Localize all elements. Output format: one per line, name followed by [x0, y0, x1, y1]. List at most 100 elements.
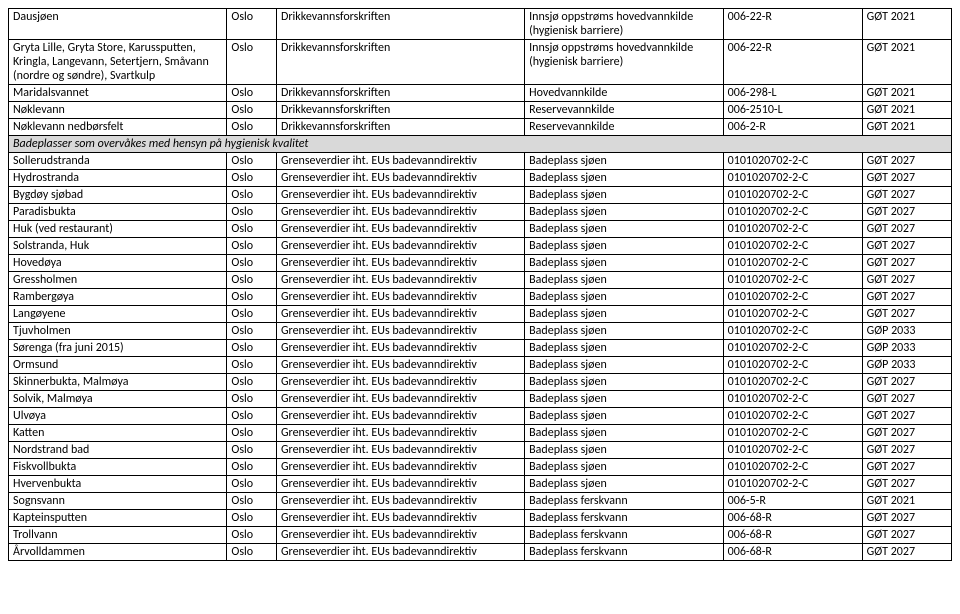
table-row: HvervenbuktaOsloGrenseverdier iht. EUs b…	[9, 476, 952, 493]
table-row: OrmsundOsloGrenseverdier iht. EUs badeva…	[9, 357, 952, 374]
table-cell: Oslo	[227, 204, 277, 221]
table-cell: Grenseverdier iht. EUs badevanndirektiv	[276, 510, 524, 527]
table-cell: Hydrostranda	[9, 170, 227, 187]
table-cell: 0101020702-2-C	[723, 459, 862, 476]
table-cell: Oslo	[227, 289, 277, 306]
table-cell: Oslo	[227, 170, 277, 187]
table-cell: Badeplass sjøen	[525, 357, 724, 374]
table-cell: Badeplass ferskvann	[525, 510, 724, 527]
table-cell: Grenseverdier iht. EUs badevanndirektiv	[276, 170, 524, 187]
table-cell: 0101020702-2-C	[723, 238, 862, 255]
data-table: DausjøenOsloDrikkevannsforskriftenInnsjø…	[8, 8, 952, 561]
table-cell: Grenseverdier iht. EUs badevanndirektiv	[276, 221, 524, 238]
table-cell: Dausjøen	[9, 9, 227, 40]
table-cell: GØT 2027	[862, 289, 951, 306]
table-cell: Skinnerbukta, Malmøya	[9, 374, 227, 391]
table-cell: Fiskvollbukta	[9, 459, 227, 476]
table-cell: 006-68-R	[723, 527, 862, 544]
table-cell: Badeplass ferskvann	[525, 544, 724, 561]
table-cell: GØT 2027	[862, 408, 951, 425]
table-cell: GØT 2027	[862, 187, 951, 204]
table-row: MaridalsvannetOsloDrikkevannsforskriften…	[9, 85, 952, 102]
table-cell: Badeplass sjøen	[525, 170, 724, 187]
table-cell: Rambergøya	[9, 289, 227, 306]
table-cell: 0101020702-2-C	[723, 357, 862, 374]
table-cell: Oslo	[227, 459, 277, 476]
table-cell: Badeplass sjøen	[525, 374, 724, 391]
table-cell: Nøklevann nedbørsfelt	[9, 119, 227, 136]
table-cell: Grenseverdier iht. EUs badevanndirektiv	[276, 374, 524, 391]
table-cell: Grenseverdier iht. EUs badevanndirektiv	[276, 272, 524, 289]
table-cell: Badeplass ferskvann	[525, 527, 724, 544]
table-cell: Grenseverdier iht. EUs badevanndirektiv	[276, 408, 524, 425]
table-cell: GØT 2027	[862, 272, 951, 289]
table-row: HydrostrandaOsloGrenseverdier iht. EUs b…	[9, 170, 952, 187]
table-cell: GØT 2021	[862, 85, 951, 102]
table-cell: 0101020702-2-C	[723, 408, 862, 425]
table-cell: 006-68-R	[723, 510, 862, 527]
table-cell: Sognsvann	[9, 493, 227, 510]
table-row: KattenOsloGrenseverdier iht. EUs badevan…	[9, 425, 952, 442]
table-cell: GØT 2027	[862, 204, 951, 221]
table-cell: Reservevannkilde	[525, 102, 724, 119]
table-row: Bygdøy sjøbadOsloGrenseverdier iht. EUs …	[9, 187, 952, 204]
table-cell: GØT 2027	[862, 374, 951, 391]
table-cell: Grenseverdier iht. EUs badevanndirektiv	[276, 476, 524, 493]
table-cell: Innsjø oppstrøms hovedvannkilde (hygieni…	[525, 9, 724, 40]
table-cell: 0101020702-2-C	[723, 153, 862, 170]
table-cell: GØT 2027	[862, 153, 951, 170]
table-cell: Grenseverdier iht. EUs badevanndirektiv	[276, 289, 524, 306]
table-cell: Ulvøya	[9, 408, 227, 425]
table-cell: Hovedøya	[9, 255, 227, 272]
section-header-cell: Badeplasser som overvåkes med hensyn på …	[9, 136, 952, 153]
table-cell: 0101020702-2-C	[723, 255, 862, 272]
table-row: ParadisbuktaOsloGrenseverdier iht. EUs b…	[9, 204, 952, 221]
table-cell: Grenseverdier iht. EUs badevanndirektiv	[276, 459, 524, 476]
table-cell: Grenseverdier iht. EUs badevanndirektiv	[276, 544, 524, 561]
table-cell: Reservevannkilde	[525, 119, 724, 136]
table-row: FiskvollbuktaOsloGrenseverdier iht. EUs …	[9, 459, 952, 476]
table-cell: Sørenga (fra juni 2015)	[9, 340, 227, 357]
table-cell: Oslo	[227, 323, 277, 340]
table-cell: Grenseverdier iht. EUs badevanndirektiv	[276, 493, 524, 510]
table-cell: 0101020702-2-C	[723, 340, 862, 357]
table-cell: Badeplass sjøen	[525, 340, 724, 357]
table-cell: Oslo	[227, 510, 277, 527]
table-cell: Oslo	[227, 493, 277, 510]
table-cell: Badeplass sjøen	[525, 459, 724, 476]
table-cell: Oslo	[227, 85, 277, 102]
table-cell: Badeplass sjøen	[525, 323, 724, 340]
table-cell: Drikkevannsforskriften	[276, 85, 524, 102]
table-cell: GØT 2027	[862, 476, 951, 493]
table-cell: Badeplass sjøen	[525, 408, 724, 425]
table-cell: Oslo	[227, 102, 277, 119]
table-cell: 0101020702-2-C	[723, 323, 862, 340]
table-cell: GØT 2027	[862, 306, 951, 323]
table-cell: Grenseverdier iht. EUs badevanndirektiv	[276, 255, 524, 272]
table-cell: Badeplass sjøen	[525, 238, 724, 255]
table-cell: Badeplass sjøen	[525, 255, 724, 272]
table-row: UlvøyaOsloGrenseverdier iht. EUs badevan…	[9, 408, 952, 425]
table-row: Solvik, MalmøyaOsloGrenseverdier iht. EU…	[9, 391, 952, 408]
table-cell: GØT 2027	[862, 510, 951, 527]
table-cell: 0101020702-2-C	[723, 442, 862, 459]
table-cell: Oslo	[227, 442, 277, 459]
table-cell: GØT 2027	[862, 391, 951, 408]
table-cell: Sollerudstranda	[9, 153, 227, 170]
table-cell: Grenseverdier iht. EUs badevanndirektiv	[276, 238, 524, 255]
table-row: LangøyeneOsloGrenseverdier iht. EUs bade…	[9, 306, 952, 323]
table-cell: Drikkevannsforskriften	[276, 40, 524, 85]
table-cell: Oslo	[227, 221, 277, 238]
table-cell: GØT 2021	[862, 40, 951, 85]
table-row: SollerudstrandaOsloGrenseverdier iht. EU…	[9, 153, 952, 170]
table-cell: 0101020702-2-C	[723, 170, 862, 187]
table-cell: GØT 2021	[862, 102, 951, 119]
table-row: SognsvannOsloGrenseverdier iht. EUs bade…	[9, 493, 952, 510]
table-row: Nøklevann nedbørsfeltOsloDrikkevannsfors…	[9, 119, 952, 136]
table-cell: GØT 2021	[862, 119, 951, 136]
table-row: Nordstrand badOsloGrenseverdier iht. EUs…	[9, 442, 952, 459]
table-cell: Langøyene	[9, 306, 227, 323]
table-cell: Oslo	[227, 408, 277, 425]
table-cell: 006-5-R	[723, 493, 862, 510]
table-cell: GØT 2027	[862, 238, 951, 255]
